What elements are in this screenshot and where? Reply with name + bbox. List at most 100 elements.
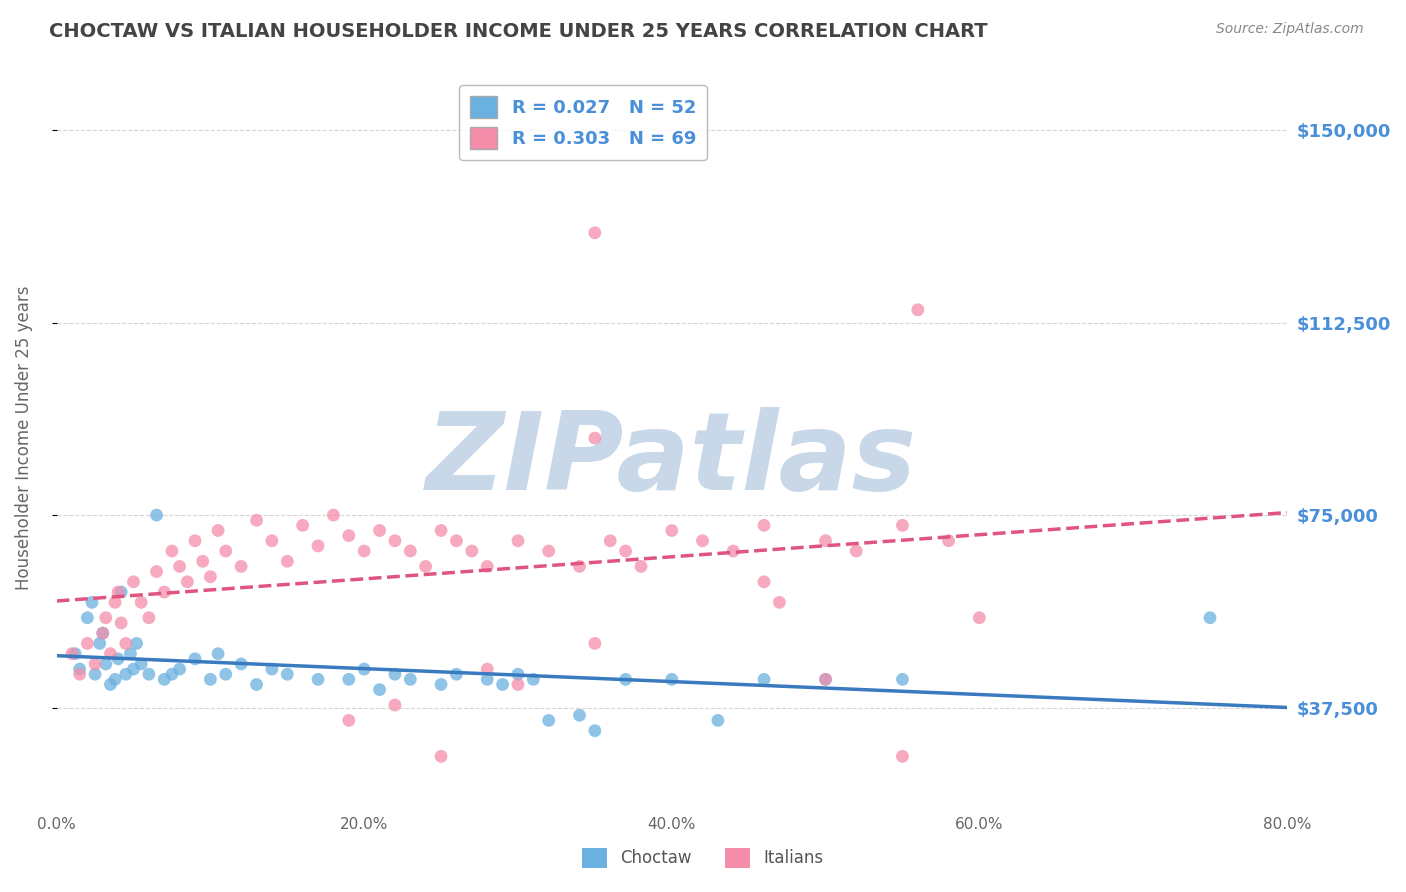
Point: [814, 533, 837, 548]
Point: [94, 611, 117, 625]
Point: [583, 723, 606, 738]
Point: [184, 652, 207, 666]
Point: [506, 533, 529, 548]
Point: [120, 647, 142, 661]
Point: [89, 636, 111, 650]
Point: [384, 667, 406, 681]
Point: [207, 524, 229, 538]
Point: [891, 673, 914, 687]
Y-axis label: Householder Income Under 25 years: Householder Income Under 25 years: [15, 285, 32, 591]
Point: [104, 595, 127, 609]
Point: [446, 533, 468, 548]
Text: CHOCTAW VS ITALIAN HOUSEHOLDER INCOME UNDER 25 YEARS CORRELATION CHART: CHOCTAW VS ITALIAN HOUSEHOLDER INCOME UN…: [49, 22, 988, 41]
Point: [60, 647, 83, 661]
Point: [200, 673, 222, 687]
Point: [583, 431, 606, 445]
Point: [110, 615, 132, 630]
Point: [322, 508, 344, 522]
Point: [80, 595, 103, 609]
Point: [707, 714, 730, 728]
Point: [231, 657, 253, 671]
Point: [661, 673, 683, 687]
Point: [125, 636, 148, 650]
Point: [129, 657, 152, 671]
Point: [63, 647, 86, 661]
Point: [752, 673, 775, 687]
Point: [891, 518, 914, 533]
Point: [537, 544, 560, 558]
Point: [114, 636, 136, 650]
Point: [184, 533, 207, 548]
Point: [91, 626, 114, 640]
Point: [430, 749, 453, 764]
Point: [138, 611, 160, 625]
Point: [337, 528, 360, 542]
Point: [160, 667, 183, 681]
Point: [114, 667, 136, 681]
Point: [245, 513, 267, 527]
Point: [1199, 611, 1222, 625]
Point: [160, 544, 183, 558]
Point: [104, 673, 127, 687]
Point: [110, 585, 132, 599]
Point: [969, 611, 991, 625]
Point: [76, 636, 98, 650]
Point: [215, 544, 238, 558]
Point: [145, 565, 167, 579]
Point: [368, 682, 391, 697]
Point: [614, 673, 637, 687]
Point: [752, 518, 775, 533]
Point: [661, 524, 683, 538]
Point: [153, 585, 176, 599]
Point: [84, 667, 107, 681]
Point: [599, 533, 621, 548]
Point: [260, 662, 283, 676]
Point: [477, 662, 499, 676]
Point: [723, 544, 745, 558]
Point: [176, 574, 198, 589]
Point: [84, 657, 107, 671]
Point: [76, 611, 98, 625]
Point: [100, 647, 122, 661]
Point: [583, 226, 606, 240]
Point: [399, 673, 422, 687]
Point: [845, 544, 868, 558]
Point: [430, 524, 453, 538]
Point: [215, 667, 238, 681]
Point: [384, 533, 406, 548]
Text: ZIPatlas: ZIPatlas: [426, 408, 917, 513]
Point: [231, 559, 253, 574]
Point: [169, 559, 191, 574]
Point: [568, 708, 591, 723]
Point: [107, 652, 129, 666]
Point: [768, 595, 790, 609]
Point: [276, 554, 298, 568]
Point: [522, 673, 544, 687]
Legend: Choctaw, Italians: Choctaw, Italians: [575, 841, 831, 875]
Point: [276, 667, 298, 681]
Point: [692, 533, 714, 548]
Point: [129, 595, 152, 609]
Point: [938, 533, 960, 548]
Point: [583, 636, 606, 650]
Point: [814, 673, 837, 687]
Point: [368, 524, 391, 538]
Point: [100, 677, 122, 691]
Point: [307, 539, 329, 553]
Point: [153, 673, 176, 687]
Point: [506, 677, 529, 691]
Point: [122, 662, 145, 676]
Point: [399, 544, 422, 558]
Point: [477, 673, 499, 687]
Point: [260, 533, 283, 548]
Point: [145, 508, 167, 522]
Point: [94, 657, 117, 671]
Point: [752, 574, 775, 589]
Point: [169, 662, 191, 676]
Legend: R = 0.027   N = 52, R = 0.303   N = 69: R = 0.027 N = 52, R = 0.303 N = 69: [460, 85, 707, 160]
Point: [384, 698, 406, 712]
Point: [291, 518, 314, 533]
Point: [446, 667, 468, 681]
Point: [122, 574, 145, 589]
Point: [337, 673, 360, 687]
